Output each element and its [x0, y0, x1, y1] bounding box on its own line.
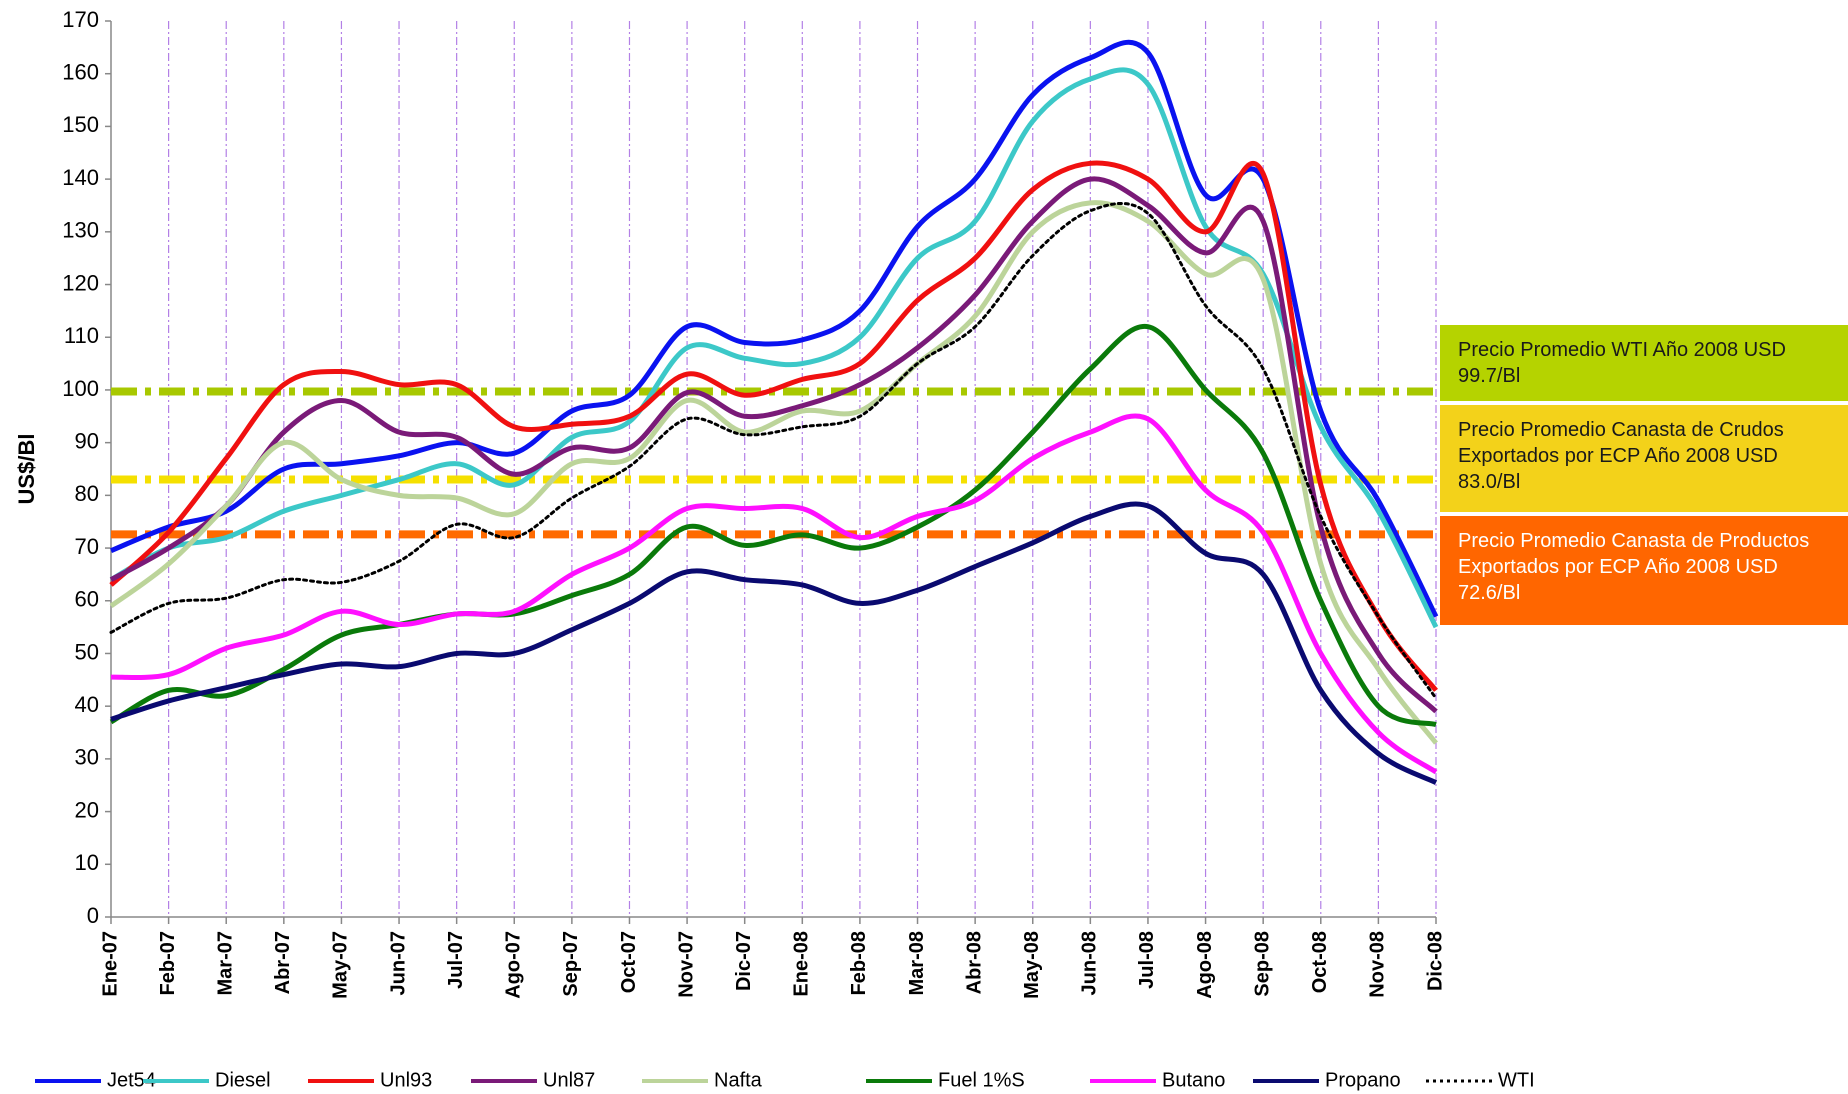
y-tick-label: 100 [62, 376, 99, 401]
series-line [109, 201, 1438, 700]
x-tick-label: Mar-07 [214, 931, 236, 995]
series-line [110, 501, 1438, 785]
series-line [109, 176, 1438, 714]
y-tick-label: 70 [75, 534, 99, 559]
y-tick-label: 0 [87, 903, 99, 928]
y-tick-label: 150 [62, 112, 99, 137]
x-tick-label: Sep-08 [1251, 931, 1273, 997]
y-tick-label: 40 [75, 692, 99, 717]
x-tick-label: Jul-08 [1136, 931, 1158, 989]
legend-label: Diesel [215, 1069, 271, 1091]
annotation-box: Precio Promedio Canasta de Crudos Export… [1440, 405, 1848, 512]
x-tick-label: Ene-08 [791, 931, 813, 997]
series-line [110, 413, 1438, 775]
legend-label: Unl87 [543, 1069, 595, 1091]
y-tick-label: 130 [62, 218, 99, 243]
x-tick-label: Sep-07 [560, 931, 582, 997]
y-tick-label: 30 [75, 745, 99, 770]
y-tick-label: 10 [75, 850, 99, 875]
x-tick-label: Jun-07 [387, 931, 409, 995]
series-line [109, 200, 1438, 745]
x-tick-label: Nov-07 [675, 931, 697, 998]
legend-label: WTI [1498, 1069, 1535, 1091]
annotation-box: Precio Promedio Canasta de Productos Exp… [1440, 516, 1848, 625]
y-tick-label: 170 [62, 7, 99, 32]
y-tick-label: 20 [75, 797, 99, 822]
x-tick-label: Mar-08 [906, 931, 928, 995]
series-line [109, 160, 1438, 692]
y-tick-label: 60 [75, 587, 99, 612]
y-tick-label: 80 [75, 481, 99, 506]
y-tick-label: 110 [64, 323, 99, 348]
x-tick-label: May-07 [330, 931, 352, 999]
x-tick-label: Feb-07 [157, 931, 179, 995]
annotation-box: Precio Promedio WTI Año 2008 USD 99.7/Bl [1440, 325, 1848, 401]
series-line [109, 324, 1437, 728]
y-tick-label: 140 [62, 165, 99, 190]
y-tick-label: 160 [62, 60, 99, 85]
legend-label: Butano [1162, 1069, 1225, 1091]
x-tick-label: Ene-07 [99, 931, 121, 997]
x-tick-label: Oct-07 [618, 931, 640, 993]
x-tick-label: Feb-08 [848, 931, 870, 995]
x-tick-label: Nov-08 [1367, 931, 1389, 998]
y-axis-label: US$/Bl [14, 434, 39, 505]
legend-label: Fuel 1%S [938, 1069, 1025, 1091]
series-line [109, 67, 1439, 629]
x-tick-label: Abr-07 [272, 931, 294, 994]
x-tick-label: Jun-08 [1079, 931, 1101, 995]
x-tick-label: Abr-08 [963, 931, 985, 994]
x-tick-label: Dic-08 [1424, 931, 1446, 991]
y-tick-label: 50 [75, 639, 99, 664]
legend-label: Nafta [714, 1069, 763, 1091]
x-tick-label: Oct-08 [1309, 931, 1331, 993]
legend-label: Jet54 [107, 1069, 156, 1091]
x-tick-label: May-08 [1021, 931, 1043, 999]
legend-label: Unl93 [380, 1069, 432, 1091]
x-tick-label: Jul-07 [445, 931, 467, 989]
y-tick-label: 120 [62, 270, 99, 295]
y-tick-label: 90 [75, 428, 99, 453]
x-tick-label: Ago-07 [503, 931, 525, 999]
x-tick-label: Dic-07 [733, 931, 755, 991]
x-tick-label: Ago-08 [1194, 931, 1216, 999]
legend-label: Propano [1325, 1069, 1401, 1091]
